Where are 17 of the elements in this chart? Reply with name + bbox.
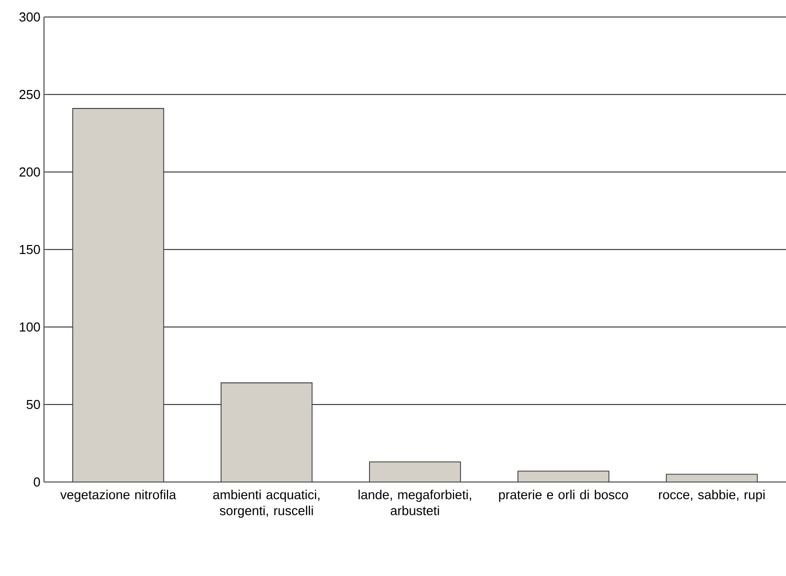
y-tick-label: 150 [20, 244, 40, 254]
bar [220, 382, 312, 482]
y-tick-label: 200 [20, 167, 40, 177]
y-tick-label: 50 [26, 400, 40, 410]
y-tick-label: 100 [20, 322, 40, 332]
x-tick-label: ambienti acquatici, sorgenti, ruscelli [213, 490, 320, 518]
bar [666, 474, 758, 482]
x-tick-label: vegetazione nitrofila [60, 490, 176, 502]
y-tick-label: 0 [34, 477, 40, 487]
bar [369, 461, 461, 482]
x-tick-label: praterie e orli di bosco [499, 490, 628, 502]
bar [72, 108, 164, 482]
bar [518, 471, 609, 482]
y-tick-label: 300 [19, 12, 40, 22]
x-tick-label: lande, megaforbieti, arbusteti [358, 490, 472, 516]
x-tick-label: rocce, sabbie, rupi [659, 490, 765, 502]
y-tick-label: 250 [20, 90, 40, 100]
